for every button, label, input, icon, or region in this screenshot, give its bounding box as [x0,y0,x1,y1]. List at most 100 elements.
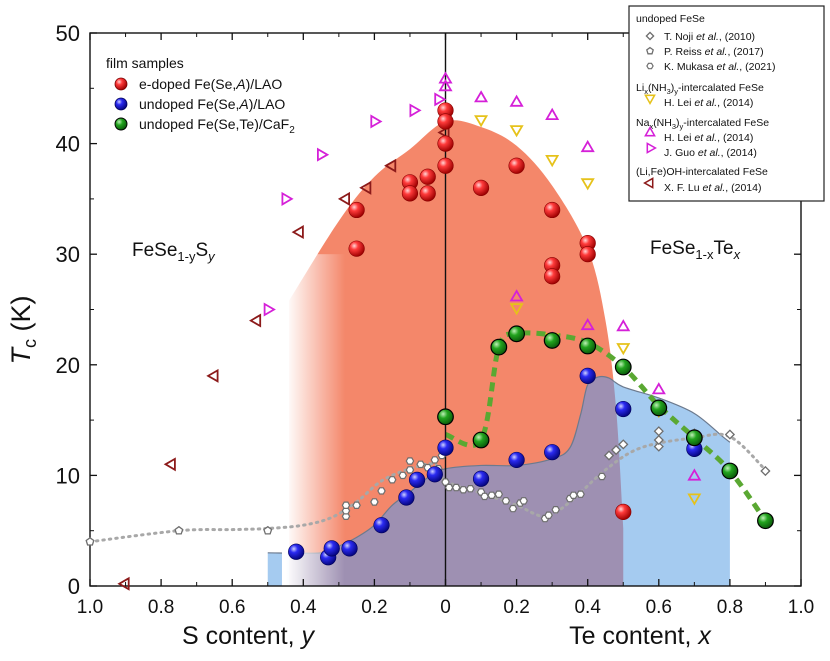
reference-legend-markers [643,31,657,189]
point-blue-ball-10 [508,451,525,469]
point-yellow-tri-down-6 [616,343,631,356]
point-gray-diamond-5 [653,426,664,437]
x-axis-title-left: S content, y [182,622,316,650]
point-red-ball-4 [419,168,436,185]
point-green-ball-9 [721,462,739,480]
point-gray-hexagon-16 [444,483,454,492]
point-red-ball-17 [615,503,632,520]
point-gray-hexagon-22 [487,491,496,499]
y-tick-label-40: 40 [56,132,80,157]
point-magenta-tri-up-8 [580,318,595,331]
point-blue-ball-13 [615,400,632,418]
point-red-ball-0 [348,240,365,257]
point-magenta-tri-up-4 [545,107,560,120]
point-gray-hexagon-6 [387,476,397,484]
legend-marker-hexagon-2 [646,62,654,70]
point-gray-diamond-0 [603,450,615,461]
ref-group-title-fese: undoped FeSe [636,13,705,25]
point-gray-hexagon-32 [569,491,578,499]
point-gray-hexagon-9 [405,457,415,465]
point-red-ball-9 [437,157,454,174]
point-gray-hexagon-19 [466,485,475,493]
point-darkred-tri-left-5 [337,191,351,206]
legend-label-red: e-doped Fe(Se,A)/LAO [139,76,282,92]
point-gray-hexagon-33 [576,490,585,498]
point-darkred-tri-left-1 [163,457,176,472]
series-na-nh3-intercalated-j-guo [263,92,447,317]
point-red-ball-3 [401,185,419,202]
point-gray-diamond-4 [653,434,664,446]
film-legend-entry-green: undoped Fe(Se,Te)/CaF2 [114,116,295,136]
point-magenta-tri-right-5 [434,92,447,107]
ref-item-lu: X. F. Lu et al., (2014) [664,182,761,194]
point-darkred-tri-left-7 [384,158,397,173]
ref-group-title-lifeoh: (Li,Fe)OH-intercalated FeSe [636,166,768,178]
legend-marker-tri-up-4 [644,126,656,137]
point-blue-ball-9 [472,470,490,487]
point-magenta-tri-right-3 [370,114,383,129]
point-gray-pentagon-0 [85,537,95,546]
point-gray-hexagon-27 [519,497,528,505]
point-gray-hexagon-21 [480,492,489,501]
legend-label-green: undoped Fe(Se,Te)/CaF2 [139,116,295,136]
y-tick-label-50: 50 [56,21,80,46]
y-tick-label-10: 10 [56,463,80,488]
x-tick-label-9: 0.8 [717,597,743,618]
point-magenta-tri-right-1 [281,191,294,206]
point-magenta-tri-right-2 [316,147,330,162]
point-magenta-tri-up-11 [687,468,702,481]
point-magenta-tri-up-9 [616,319,631,332]
point-yellow-tri-down-2 [545,154,560,168]
point-green-ball-2 [490,338,508,356]
series-e-doped-fe-se-a-lao [348,102,632,520]
point-gray-diamond-3 [653,441,664,452]
point-darkred-tri-left-3 [249,313,262,328]
point-red-ball-10 [472,179,490,196]
point-gray-hexagon-5 [377,487,386,495]
point-green-ball-5 [579,337,597,355]
y-axis-title: Tc (K) [6,296,40,365]
point-gray-hexagon-7 [398,471,408,480]
overlap-region [289,376,624,586]
film-legend-title: film samples [106,55,184,71]
ref-item-lei-na: H. Lei et al., (2014) [664,132,753,144]
ref-item-noji: T. Noji et al., (2010) [664,31,755,43]
point-blue-ball-0 [288,543,305,560]
point-yellow-tri-down-3 [580,178,595,191]
point-gray-hexagon-8 [405,466,415,474]
point-yellow-tri-down-1 [509,125,524,138]
point-gray-hexagon-10 [416,460,425,469]
point-blue-ball-8 [437,439,454,456]
point-green-ball-8 [685,429,703,447]
legend-label-blue: undoped Fe(Se,A)/LAO [139,96,285,112]
y-tick-label-30: 30 [56,242,80,267]
point-gray-hexagon-18 [459,486,468,494]
point-gray-hexagon-25 [508,504,518,513]
x-tick-label-1: 0.8 [148,597,174,618]
point-blue-ball-3 [341,540,358,557]
point-blue-ball-7 [426,466,443,483]
reference-legend-frame [628,5,825,202]
series--li-fe-oh-intercalated-x-f-lu [117,125,450,591]
point-red-ball-11 [508,157,525,174]
point-darkred-tri-left-0 [117,576,130,591]
axes: 0 10 20 30 40 50 1.0 0.8 0.6 0.4 0.2 0 0.2 0.4 0.6 0.8 1… [56,21,815,618]
point-gray-hexagon-29 [544,511,553,519]
point-gray-hexagon-17 [451,483,461,492]
point-darkred-tri-left-4 [291,225,304,240]
point-green-ball-0 [437,408,454,426]
y-tick-label-20: 20 [56,353,80,378]
ref-group-title-li: Lix(NH3)y-intercalated FeSe [636,82,764,96]
reference-legend: undoped FeSe T. Noji et al., (2010) P. R… [628,5,825,202]
ref-item-lei-li: H. Lei et al., (2014) [664,97,753,109]
point-gray-hexagon-23 [494,490,504,498]
point-magenta-tri-up-1 [438,79,453,92]
point-green-ball-1 [472,431,490,449]
shaded-regions [267,120,731,586]
legend-marker-tri-right-5 [646,142,657,154]
point-darkred-tri-left-2 [206,368,219,383]
x-tick-label-7: 0.4 [574,597,601,618]
point-yellow-tri-down-8 [687,493,702,506]
point-magenta-tri-up-3 [509,94,524,107]
